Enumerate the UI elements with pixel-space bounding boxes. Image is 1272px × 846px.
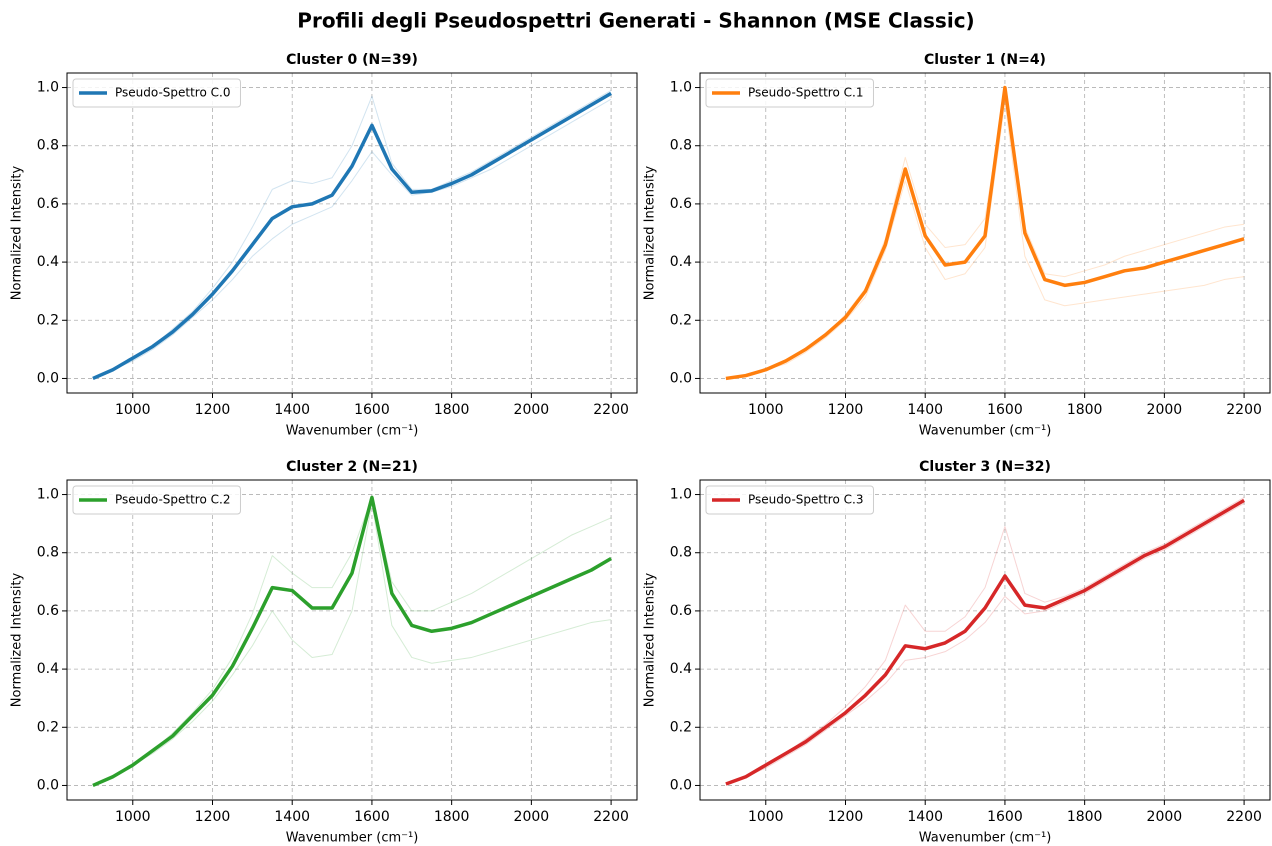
y-tick-label: 0.6 [670,603,692,619]
y-tick-label: 0.4 [670,254,692,270]
series-line [92,496,612,786]
subplot-title: Cluster 1 (N=4) [924,52,1046,68]
y-axis-label: Normalized Intensity [10,165,25,300]
y-tick-label: 0.8 [670,545,692,561]
y-tick-label: 0.4 [37,661,59,677]
series-line [92,90,612,379]
y-tick-label: 0.8 [37,545,59,561]
x-tick-label: 1200 [195,809,231,825]
x-tick-label: 2000 [514,809,550,825]
y-tick-label: 0.0 [670,370,692,386]
x-tick-label: 1600 [354,809,390,825]
x-tick-label: 1000 [748,809,784,825]
x-tick-label: 1400 [907,809,943,825]
y-tick-label: 0.0 [37,370,59,386]
x-tick-label: 1200 [828,809,864,825]
x-tick-label: 2000 [514,402,550,418]
legend: Pseudo-Spettro C.1 [705,78,874,108]
series-line [725,101,1245,379]
x-tick-label: 1800 [434,809,470,825]
x-axis-label: Wavenumber (cm⁻¹) [919,424,1052,439]
y-tick-label: 0.4 [37,254,59,270]
legend-label: Pseudo-Spettro C.2 [115,493,230,507]
legend: Pseudo-Spettro C.2 [72,485,241,515]
legend-box [705,78,874,108]
x-tick-label: 1600 [987,402,1023,418]
x-tick-label: 1400 [274,402,310,418]
series-line [725,502,1245,785]
subplot-title: Cluster 0 (N=39) [286,52,418,68]
y-tick-label: 1.0 [37,80,59,96]
subplot-title: Cluster 2 (N=21) [286,459,418,475]
y-tick-label: 0.2 [37,719,59,735]
y-tick-label: 0.4 [670,661,692,677]
subplot: 1000 1200 1400 1600 1800 2000 2200 0.0 0.2 0.4 0.6… [643,52,1271,439]
x-axis-label: Wavenumber (cm⁻¹) [286,424,419,439]
series-line [725,498,1245,786]
x-tick-label: 2000 [1147,402,1183,418]
x-tick-label: 1000 [748,402,784,418]
y-tick-label: 1.0 [670,487,692,503]
x-tick-label: 1600 [354,402,390,418]
series-line [92,495,612,788]
x-tick-label: 1800 [1067,402,1103,418]
y-tick-label: 0.2 [670,719,692,735]
legend-label: Pseudo-Spettro C.3 [748,493,863,507]
axes-frame [699,479,1271,801]
series-line [725,85,1245,381]
x-tick-label: 1400 [907,402,943,418]
y-axis-label: Normalized Intensity [643,165,658,300]
x-tick-label: 1400 [274,809,310,825]
x-tick-label: 2200 [593,809,629,825]
y-axis-label: Normalized Intensity [643,572,658,707]
subplot: 1000 1200 1400 1600 1800 2000 2200 0.0 0.2 0.4 0.6… [643,459,1271,846]
y-tick-label: 1.0 [670,80,692,96]
legend: Pseudo-Spettro C.3 [705,485,874,515]
legend-label: Pseudo-Spettro C.1 [748,86,863,100]
y-tick-label: 0.2 [37,312,59,328]
x-tick-label: 2200 [1226,402,1262,418]
subplot: 1000 1200 1400 1600 1800 2000 2200 0.0 0.2 0.4 0.6… [10,52,638,439]
axes-frame [66,479,638,801]
x-tick-label: 1600 [987,809,1023,825]
legend-box [72,78,241,108]
y-tick-label: 0.0 [670,777,692,793]
x-tick-label: 2000 [1147,809,1183,825]
subplot-title: Cluster 3 (N=32) [919,459,1051,475]
x-tick-label: 1000 [115,809,151,825]
x-tick-label: 1000 [115,402,151,418]
legend-label: Pseudo-Spettro C.0 [115,86,230,100]
legend: Pseudo-Spettro C.0 [72,78,241,108]
legend-box [72,485,241,515]
series-line [92,98,612,379]
y-tick-label: 0.6 [37,196,59,212]
x-tick-label: 2200 [1226,809,1262,825]
series-line [92,91,612,381]
x-axis-label: Wavenumber (cm⁻¹) [286,831,419,846]
x-tick-label: 1800 [1067,809,1103,825]
y-tick-label: 1.0 [37,487,59,503]
y-tick-label: 0.8 [37,138,59,154]
subplot: 1000 1200 1400 1600 1800 2000 2200 0.0 0.2 0.4 0.6… [10,459,638,846]
series-line [725,497,1245,785]
y-tick-label: 0.6 [37,603,59,619]
legend-box [705,485,874,515]
x-axis-label: Wavenumber (cm⁻¹) [919,831,1052,846]
y-tick-label: 0.2 [670,312,692,328]
x-tick-label: 1200 [828,402,864,418]
y-axis-label: Normalized Intensity [10,572,25,707]
x-tick-label: 1200 [195,402,231,418]
axes-frame [699,72,1271,394]
figure-title: Profili degli Pseudospettri Generati - S… [297,9,974,33]
y-tick-label: 0.6 [670,196,692,212]
series-line [92,502,612,786]
x-tick-label: 2200 [593,402,629,418]
axes-frame [66,72,638,394]
y-tick-label: 0.8 [670,138,692,154]
y-tick-label: 0.0 [37,777,59,793]
x-tick-label: 1800 [434,402,470,418]
